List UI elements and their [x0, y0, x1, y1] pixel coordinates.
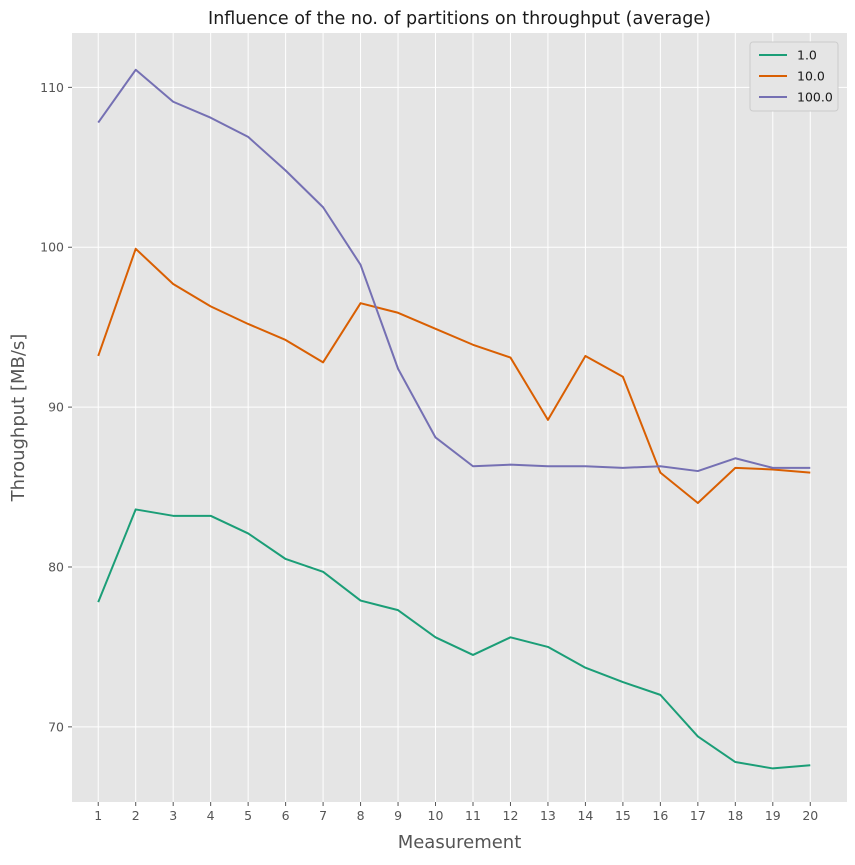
- axis-ticks: 1 2 3 4 5 6 7 8 9 10 11 12 13 14 15 16 17 18 19 20708090100…: [40, 80, 818, 823]
- x-tick-label: 1: [94, 808, 102, 823]
- x-axis-title: Measurement: [398, 832, 522, 853]
- x-tick-label: 3: [169, 808, 177, 823]
- x-tick-label: 8: [357, 808, 365, 823]
- x-tick-label: 7: [319, 808, 327, 823]
- x-tick-label: 18: [727, 808, 743, 823]
- x-tick-label: 6: [282, 808, 290, 823]
- x-tick-label: 10: [428, 808, 444, 823]
- legend: 1.0 10.0 100.0: [749, 41, 839, 112]
- x-tick-label: 17: [690, 808, 706, 823]
- x-tick-label: 5: [244, 808, 252, 823]
- x-tick-label: 9: [394, 808, 402, 823]
- x-tick-label: 19: [765, 808, 781, 823]
- y-tick-label: 100: [40, 240, 64, 255]
- legend-label: 1.0: [797, 48, 817, 63]
- legend-box: [749, 41, 839, 112]
- x-tick-label: 20: [802, 808, 818, 823]
- x-tick-label: 12: [503, 808, 519, 823]
- x-tick-label: 2: [132, 808, 140, 823]
- legend-label: 100.0: [797, 90, 833, 105]
- y-tick-label: 110: [40, 80, 64, 95]
- series-line-1.0: [97, 508, 811, 770]
- x-tick-label: 16: [652, 808, 668, 823]
- chart-title: Influence of the no. of partitions on th…: [208, 9, 711, 29]
- series-lines: [97, 68, 811, 770]
- x-tick-label: 15: [615, 808, 631, 823]
- plot-area: [72, 33, 847, 802]
- legend-label: 10.0: [797, 69, 825, 84]
- grid-lines: [72, 33, 847, 802]
- x-tick-label: 13: [540, 808, 556, 823]
- y-tick-label: 80: [48, 559, 64, 574]
- y-axis-title: Throughput [MB/s]: [8, 334, 29, 503]
- y-tick-label: 90: [48, 400, 64, 415]
- y-tick-label: 70: [48, 719, 64, 734]
- x-tick-label: 4: [207, 808, 215, 823]
- x-tick-label: 11: [465, 808, 481, 823]
- series-line-10.0: [97, 247, 811, 505]
- x-tick-label: 14: [577, 808, 593, 823]
- series-line-100.0: [97, 68, 811, 473]
